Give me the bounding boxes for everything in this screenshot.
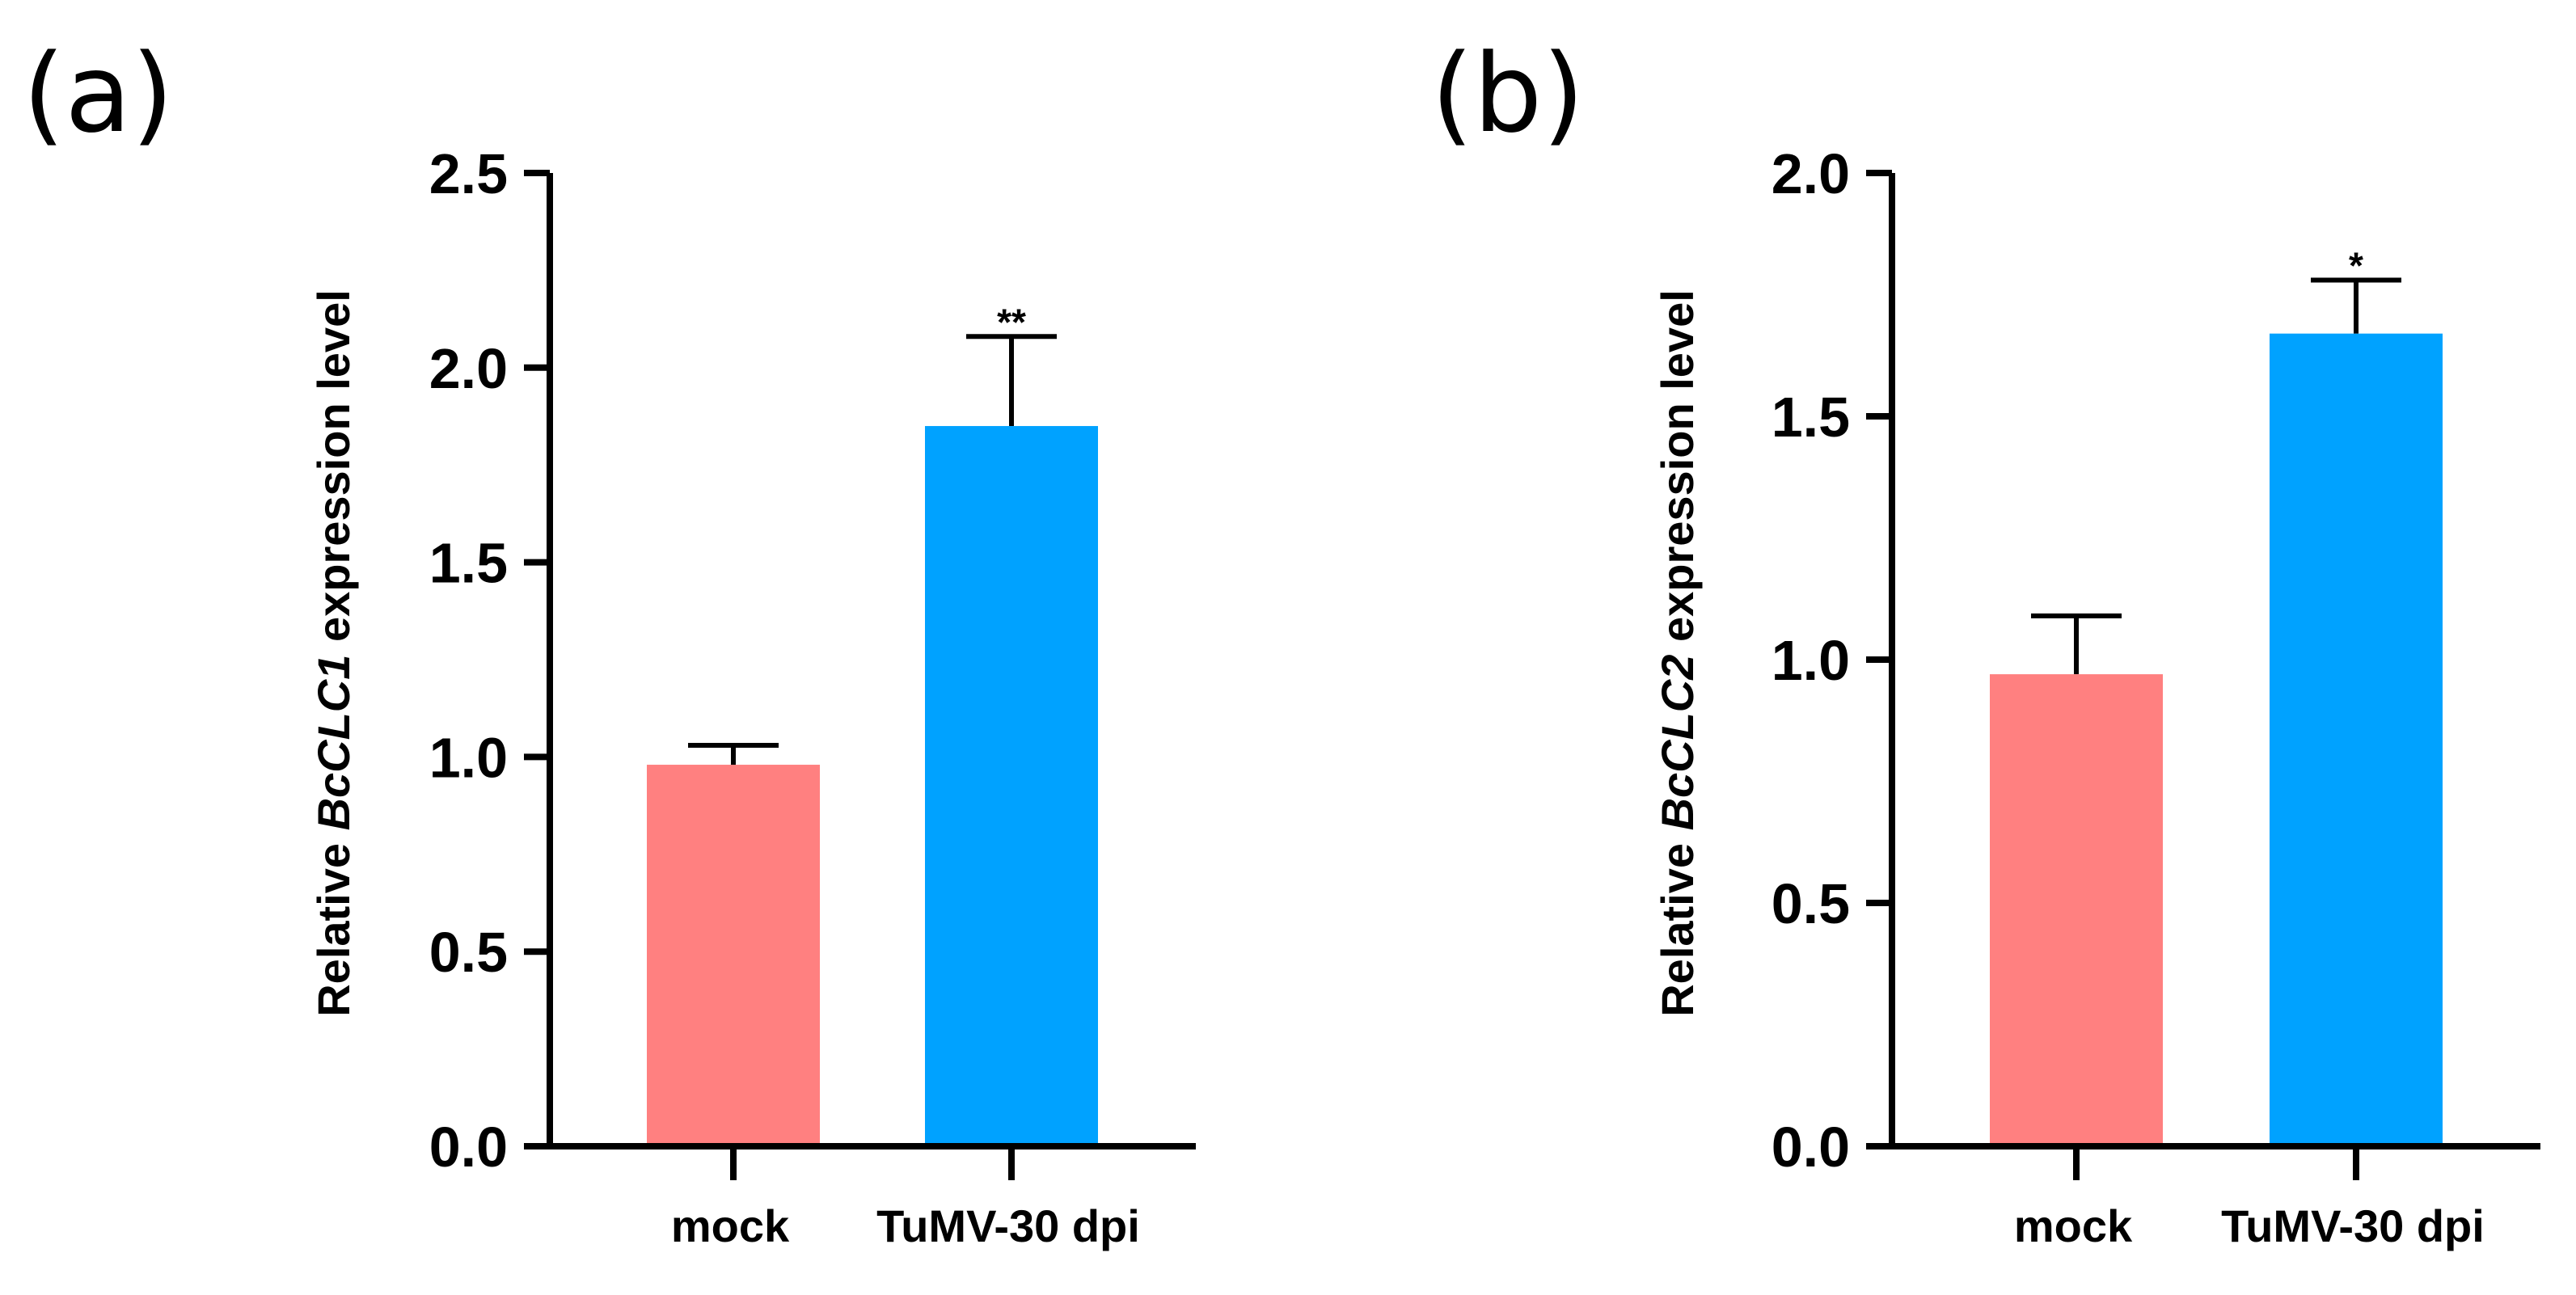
y-axis-title-gene-b: BcCLC2: [1652, 655, 1703, 831]
x-tick-label-1-a: TuMV-30 dpi: [876, 1200, 1140, 1251]
y-tick-label-3-a: 1.5: [429, 532, 508, 595]
y-axis-title-gene-a: BcCLC1: [308, 655, 359, 831]
y-tick-label-0-b: 0.0: [1772, 1116, 1850, 1179]
y-tick-label-2-a: 1.0: [429, 726, 508, 789]
panel-label-b: (b): [1431, 31, 1585, 157]
chart-panel-b: (b) Relative BcCLC2 expression level * 0.…: [1431, 31, 2540, 1251]
x-tick-label-0-b: mock: [2014, 1200, 2133, 1251]
y-tick-label-1-a: 0.5: [429, 921, 508, 984]
y-axis-title-suffix-a: expression level: [308, 289, 359, 654]
plot-area-a: ** 0.0 0.5 1.0 1.5 2.0 2.5 mock TuMV-30 dpi: [429, 142, 1196, 1251]
chart-panel-a: (a) Relative BcCLC1 expression level ** 0…: [23, 31, 1196, 1251]
x-tick-label-1-b: TuMV-30 dpi: [2221, 1200, 2485, 1251]
y-axis-title-b: Relative BcCLC2 expression level: [1652, 289, 1703, 1017]
panel-label-a: (a): [23, 31, 174, 157]
y-axis-title-prefix-a: Relative: [308, 830, 359, 1016]
plot-area-b: * 0.0 0.5 1.0 1.5 2.0 mock TuMV-30 dpi: [1772, 142, 2540, 1251]
x-tick-label-0-a: mock: [671, 1200, 790, 1251]
bar-tumv-30-dpi-b: [2270, 333, 2443, 1146]
y-tick-label-0-a: 0.0: [429, 1116, 508, 1179]
y-tick-label-5-a: 2.5: [429, 142, 508, 205]
y-tick-label-3-b: 1.5: [1772, 386, 1850, 449]
y-tick-label-4-b: 2.0: [1772, 142, 1850, 205]
y-axis-title-suffix-b: expression level: [1652, 289, 1703, 654]
y-tick-label-2-b: 1.0: [1772, 629, 1850, 692]
y-tick-label-4-a: 2.0: [429, 337, 508, 400]
significance-label-a: **: [997, 301, 1026, 343]
bar-mock-a: [647, 765, 820, 1146]
y-tick-label-1-b: 0.5: [1772, 872, 1850, 935]
significance-label-b: *: [2349, 244, 2363, 286]
bar-tumv-30-dpi-a: [925, 426, 1098, 1146]
bar-mock-b: [1990, 674, 2163, 1146]
y-axis-title-prefix-b: Relative: [1652, 830, 1703, 1016]
y-axis-title-a: Relative BcCLC1 expression level: [308, 289, 359, 1017]
